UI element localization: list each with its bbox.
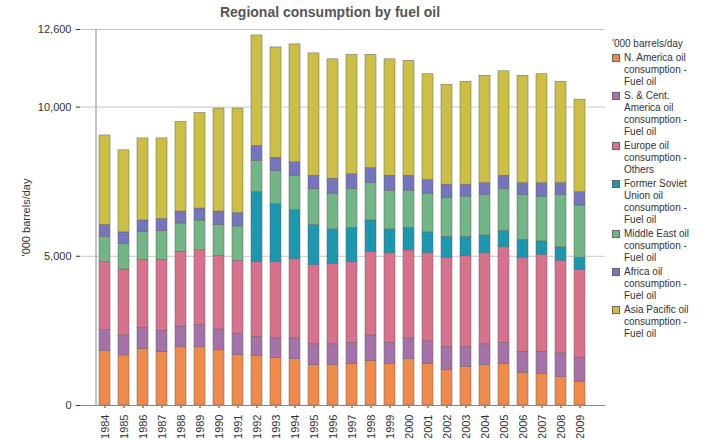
svg-text:1991: 1991 <box>232 415 244 439</box>
html-text:Regional consumption by fuel o: Regional consumption by fuel oil <box>219 4 441 20</box>
svg-text:0: 0 <box>65 399 71 411</box>
html-text:'000 barrels/day: '000 barrels/day <box>612 38 683 49</box>
svg-text:12,600: 12,600 <box>38 23 72 35</box>
svg-text:1987: 1987 <box>156 415 168 439</box>
svg-text:2004: 2004 <box>479 415 491 439</box>
svg-text:2007: 2007 <box>536 415 548 439</box>
svg-text:2005: 2005 <box>498 415 510 439</box>
svg-text:1996: 1996 <box>327 415 339 439</box>
svg-text:2000: 2000 <box>403 415 415 439</box>
svg-text:1988: 1988 <box>175 415 187 439</box>
svg-text:1984: 1984 <box>99 415 111 439</box>
svg-text:2003: 2003 <box>460 415 472 439</box>
html-text:Asia Pacific oil consumption -: Asia Pacific oil consumption - Fuel oil <box>624 304 689 339</box>
html-text:Europe oil consumption - Other: Europe oil consumption - Others <box>624 140 687 175</box>
html-text:S. & Cent. America oil consump: S. & Cent. America oil consumption - Fue… <box>624 90 687 137</box>
svg-text:1995: 1995 <box>308 415 320 439</box>
svg-text:1998: 1998 <box>365 415 377 439</box>
svg-text:1985: 1985 <box>118 415 130 439</box>
html-text:Middle East oil consumption -: Middle East oil consumption - Fuel oil <box>624 228 689 263</box>
svg-text:10,000: 10,000 <box>38 101 72 113</box>
svg-text:1992: 1992 <box>251 415 263 439</box>
svg-text:2002: 2002 <box>441 415 453 439</box>
svg-text:1990: 1990 <box>213 415 225 439</box>
svg-text:1994: 1994 <box>289 415 301 439</box>
svg-text:1986: 1986 <box>137 415 149 439</box>
svg-text:2008: 2008 <box>555 415 567 439</box>
svg-text:1993: 1993 <box>270 415 282 439</box>
svg-text:1997: 1997 <box>346 415 358 439</box>
svg-text:5,000: 5,000 <box>44 250 72 262</box>
html-text:N. America oil consumption - F: N. America oil consumption - Fuel oil <box>624 52 687 87</box>
svg-text:2001: 2001 <box>422 415 434 439</box>
svg-text:2006: 2006 <box>517 415 529 439</box>
svg-text:1999: 1999 <box>384 415 396 439</box>
svg-text:'000 barrels/day: '000 barrels/day <box>20 178 32 256</box>
svg-text:2009: 2009 <box>574 415 586 439</box>
svg-text:1989: 1989 <box>194 415 206 439</box>
html-text:Africa oil consumption - Fuel: Africa oil consumption - Fuel oil <box>624 266 687 301</box>
html-text:Former Soviet Union oil consum: Former Soviet Union oil consumption - Fu… <box>624 178 687 225</box>
